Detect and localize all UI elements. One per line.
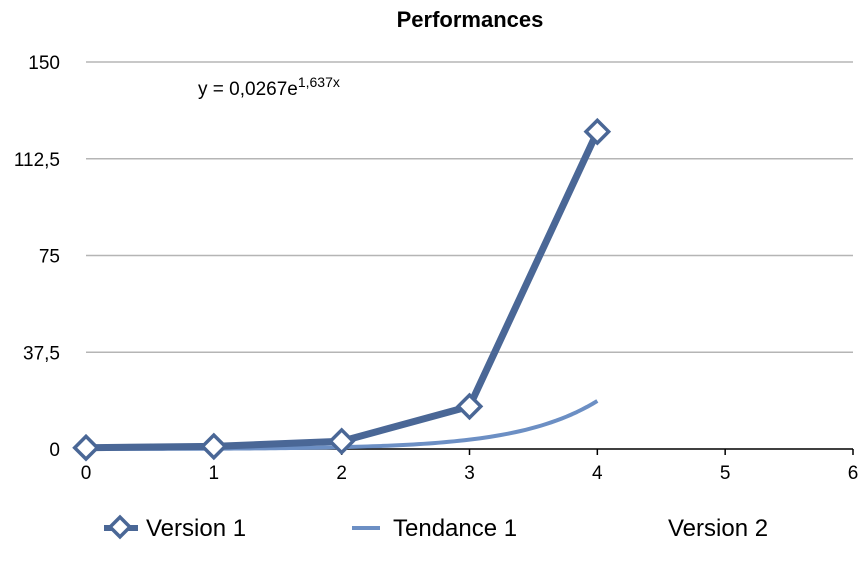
x-axis-ticks: 0 1 2 3 4 5 6 <box>81 449 859 484</box>
data-point-version-1 <box>72 433 100 462</box>
legend-label-version-2: Version 2 <box>668 515 768 542</box>
y-tick-label: 75 <box>39 247 60 268</box>
data-point-version-1 <box>200 432 228 461</box>
legend-label-tendance-1: Tendance 1 <box>393 515 517 542</box>
gridlines <box>86 61 853 353</box>
equation-prefix: y = 0,0267e <box>198 79 298 100</box>
y-tick-label: 112,5 <box>14 150 60 171</box>
legend-label-version-1: Version 1 <box>146 515 246 542</box>
legend-marker-diamond <box>107 514 133 540</box>
y-tick-label: 150 <box>28 53 60 74</box>
x-tick-label: 4 <box>592 463 603 484</box>
data-point-version-1 <box>327 427 356 456</box>
legend-item-version-1: Version 1 <box>104 514 246 542</box>
y-tick-label: 0 <box>49 440 60 461</box>
equation-exponent: 1,637x <box>298 74 340 90</box>
x-tick-label: 0 <box>81 463 92 484</box>
chart-title: Performances <box>397 7 544 32</box>
legend-item-tendance-1: Tendance 1 <box>352 515 517 542</box>
data-point-version-1 <box>455 392 484 421</box>
trendline-equation: y = 0,0267e1,637x <box>198 74 340 100</box>
x-tick-label: 2 <box>336 463 347 484</box>
x-tick-label: 5 <box>720 463 731 484</box>
y-tick-label: 37,5 <box>23 343 60 364</box>
x-tick-label: 1 <box>209 463 220 484</box>
legend-item-version-2: Version 2 <box>668 515 768 542</box>
data-point-version-1 <box>583 117 612 146</box>
plot-area <box>72 117 612 462</box>
x-tick-label: 3 <box>464 463 475 484</box>
y-axis-ticks: 0 37,5 75 112,5 150 <box>14 53 60 461</box>
series-line-version-1 <box>85 130 601 452</box>
legend: Version 1 Tendance 1 Version 2 <box>104 514 768 542</box>
x-tick-label: 6 <box>848 463 859 484</box>
